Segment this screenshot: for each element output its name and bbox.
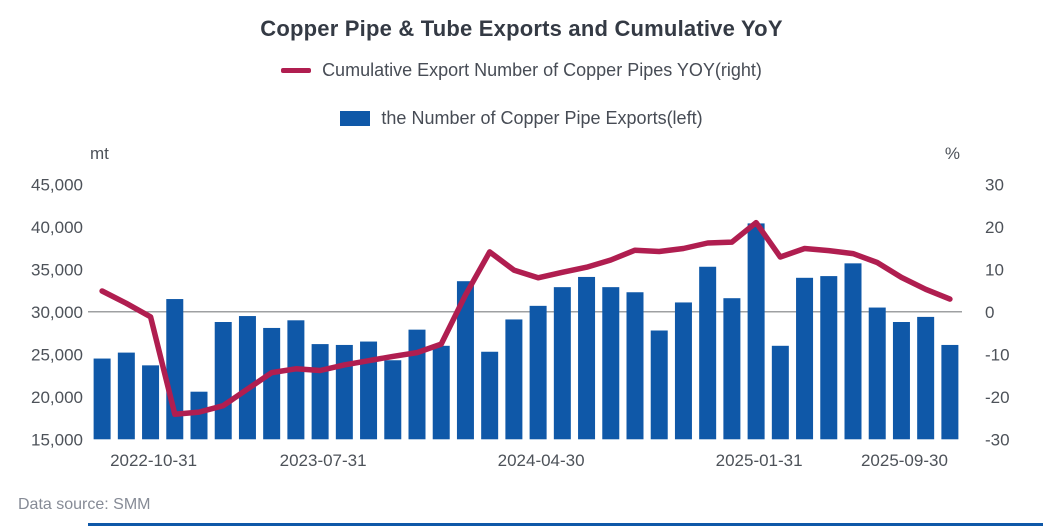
export-bar[interactable] (602, 287, 620, 440)
right-axis-tick: 10 (985, 260, 1004, 279)
left-axis-unit: mt (90, 144, 109, 163)
export-bar[interactable] (917, 316, 935, 440)
legend-line-label: Cumulative Export Number of Copper Pipes… (322, 60, 762, 80)
bottom-divider (88, 523, 1043, 526)
export-bar[interactable] (868, 307, 886, 440)
left-axis-tick: 40,000 (31, 218, 83, 237)
left-axis-tick: 15,000 (31, 430, 83, 449)
chart-title: Copper Pipe & Tube Exports and Cumulativ… (260, 16, 783, 41)
export-bar[interactable] (626, 292, 644, 440)
export-bar[interactable] (263, 327, 281, 440)
export-bar[interactable] (578, 276, 596, 440)
left-axis-tick: 35,000 (31, 260, 83, 279)
right-axis-tick: 20 (985, 218, 1004, 237)
export-bar[interactable] (190, 391, 208, 440)
export-bar[interactable] (456, 281, 474, 440)
export-bar[interactable] (408, 329, 426, 440)
legend-item-bar[interactable]: the Number of Copper Pipe Exports(left) (0, 108, 1043, 129)
line-series-swatch-icon (281, 68, 312, 73)
left-axis-tick: 25,000 (31, 345, 83, 364)
yoy-line[interactable] (99, 219, 953, 417)
export-bar[interactable] (771, 345, 789, 440)
export-bar[interactable] (674, 302, 692, 440)
export-bar[interactable] (747, 223, 765, 440)
export-bar[interactable] (432, 345, 450, 440)
export-bar[interactable] (650, 330, 668, 440)
export-bar[interactable] (166, 299, 184, 440)
left-axis-tick: 45,000 (31, 175, 83, 194)
legend-bar-label: the Number of Copper Pipe Exports(left) (381, 108, 703, 128)
left-axis-tick: 20,000 (31, 388, 83, 407)
export-bar[interactable] (93, 358, 111, 440)
export-bar[interactable] (553, 287, 571, 440)
export-bar[interactable] (844, 263, 862, 440)
x-axis-tick: 2022-10-31 (110, 451, 197, 470)
export-bar[interactable] (384, 360, 402, 440)
export-bar[interactable] (287, 320, 305, 440)
export-bar[interactable] (142, 365, 160, 440)
x-axis-tick: 2024-04-30 (498, 451, 585, 470)
export-bar[interactable] (699, 266, 717, 440)
export-bar[interactable] (529, 305, 547, 440)
export-bar[interactable] (892, 322, 910, 440)
right-axis-tick: 0 (985, 303, 994, 322)
right-axis-tick: -10 (985, 345, 1010, 364)
right-axis-tick: -30 (985, 430, 1010, 449)
export-bar[interactable] (723, 298, 741, 440)
export-bar[interactable] (214, 322, 232, 440)
x-axis-tick: 2025-01-31 (716, 451, 803, 470)
left-axis-tick: 30,000 (31, 303, 83, 322)
export-bar[interactable] (311, 344, 329, 440)
export-bar[interactable] (117, 352, 135, 440)
export-bar[interactable] (238, 316, 256, 440)
export-bar[interactable] (360, 341, 378, 440)
export-bar[interactable] (481, 351, 499, 440)
x-axis-tick: 2025-09-30 (861, 451, 948, 470)
export-bar[interactable] (820, 276, 838, 440)
export-bar[interactable] (796, 277, 814, 440)
legend-item-line[interactable]: Cumulative Export Number of Copper Pipes… (0, 60, 1043, 81)
right-axis-tick: -20 (985, 388, 1010, 407)
right-axis-unit: % (945, 144, 960, 163)
export-bar[interactable] (335, 344, 353, 440)
right-axis-tick: 30 (985, 175, 1004, 194)
x-axis-tick: 2023-07-31 (280, 451, 367, 470)
export-bar[interactable] (505, 319, 523, 440)
data-source-note: Data source: SMM (18, 496, 151, 513)
bar-series-swatch-icon (340, 111, 371, 126)
export-bar[interactable] (941, 344, 959, 440)
